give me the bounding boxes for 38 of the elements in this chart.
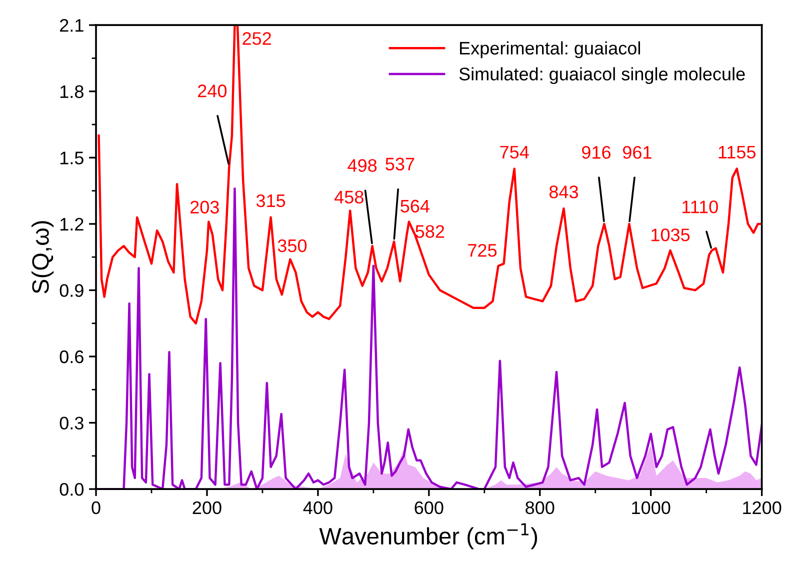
annotation: 725 bbox=[468, 244, 497, 257]
y-tick-label: 0.9 bbox=[60, 284, 84, 297]
line-series bbox=[98, 25, 762, 324]
x-tick-label: 0 bbox=[92, 501, 100, 514]
x-tick-label: 800 bbox=[526, 501, 554, 514]
annotation: 754 bbox=[500, 146, 529, 159]
y-tick-label: 1.5 bbox=[60, 152, 84, 164]
y-tick-label: 1.8 bbox=[60, 85, 84, 98]
annotation: 203 bbox=[190, 200, 219, 214]
annotation: 1155 bbox=[718, 146, 756, 159]
annotation: 582 bbox=[416, 225, 444, 238]
y-tick-label: 2.1 bbox=[60, 19, 84, 32]
y-tick-label: 0.6 bbox=[60, 350, 84, 364]
annotation: 916 bbox=[582, 146, 611, 159]
annotation: 498 bbox=[348, 159, 377, 172]
x-tick-label: 1000 bbox=[632, 501, 670, 514]
annotation: 1110 bbox=[682, 200, 718, 214]
annotation: 537 bbox=[386, 158, 414, 170]
annotation: 252 bbox=[242, 32, 271, 45]
x-tick-label: 200 bbox=[192, 501, 222, 514]
annotation: 564 bbox=[400, 200, 430, 213]
annotation: 315 bbox=[256, 194, 286, 208]
annotation: 350 bbox=[278, 239, 307, 252]
x-tick-label: 400 bbox=[303, 501, 332, 514]
y-tick-label: 1.2 bbox=[60, 218, 84, 230]
x-tick-label: 600 bbox=[414, 501, 444, 514]
y-axis-title: S(Q,ω) bbox=[32, 221, 54, 294]
annotation: 458 bbox=[334, 190, 364, 204]
annotation: 843 bbox=[549, 186, 578, 198]
y-tick-label: 0.0 bbox=[60, 482, 84, 496]
x-axis-title: Wavenumber (cm$^{−1}$) bbox=[319, 523, 538, 550]
annotation: 240 bbox=[198, 84, 227, 98]
legend-label: Experimental: guaiacol bbox=[460, 41, 640, 58]
x-tick-label: 1200 bbox=[743, 501, 782, 514]
legend-label: Simulated: guaiacol single molecule bbox=[459, 67, 745, 84]
annotation: 1035 bbox=[652, 228, 690, 242]
y-tick-label: 0.3 bbox=[60, 416, 84, 430]
annotation: 961 bbox=[622, 146, 652, 159]
